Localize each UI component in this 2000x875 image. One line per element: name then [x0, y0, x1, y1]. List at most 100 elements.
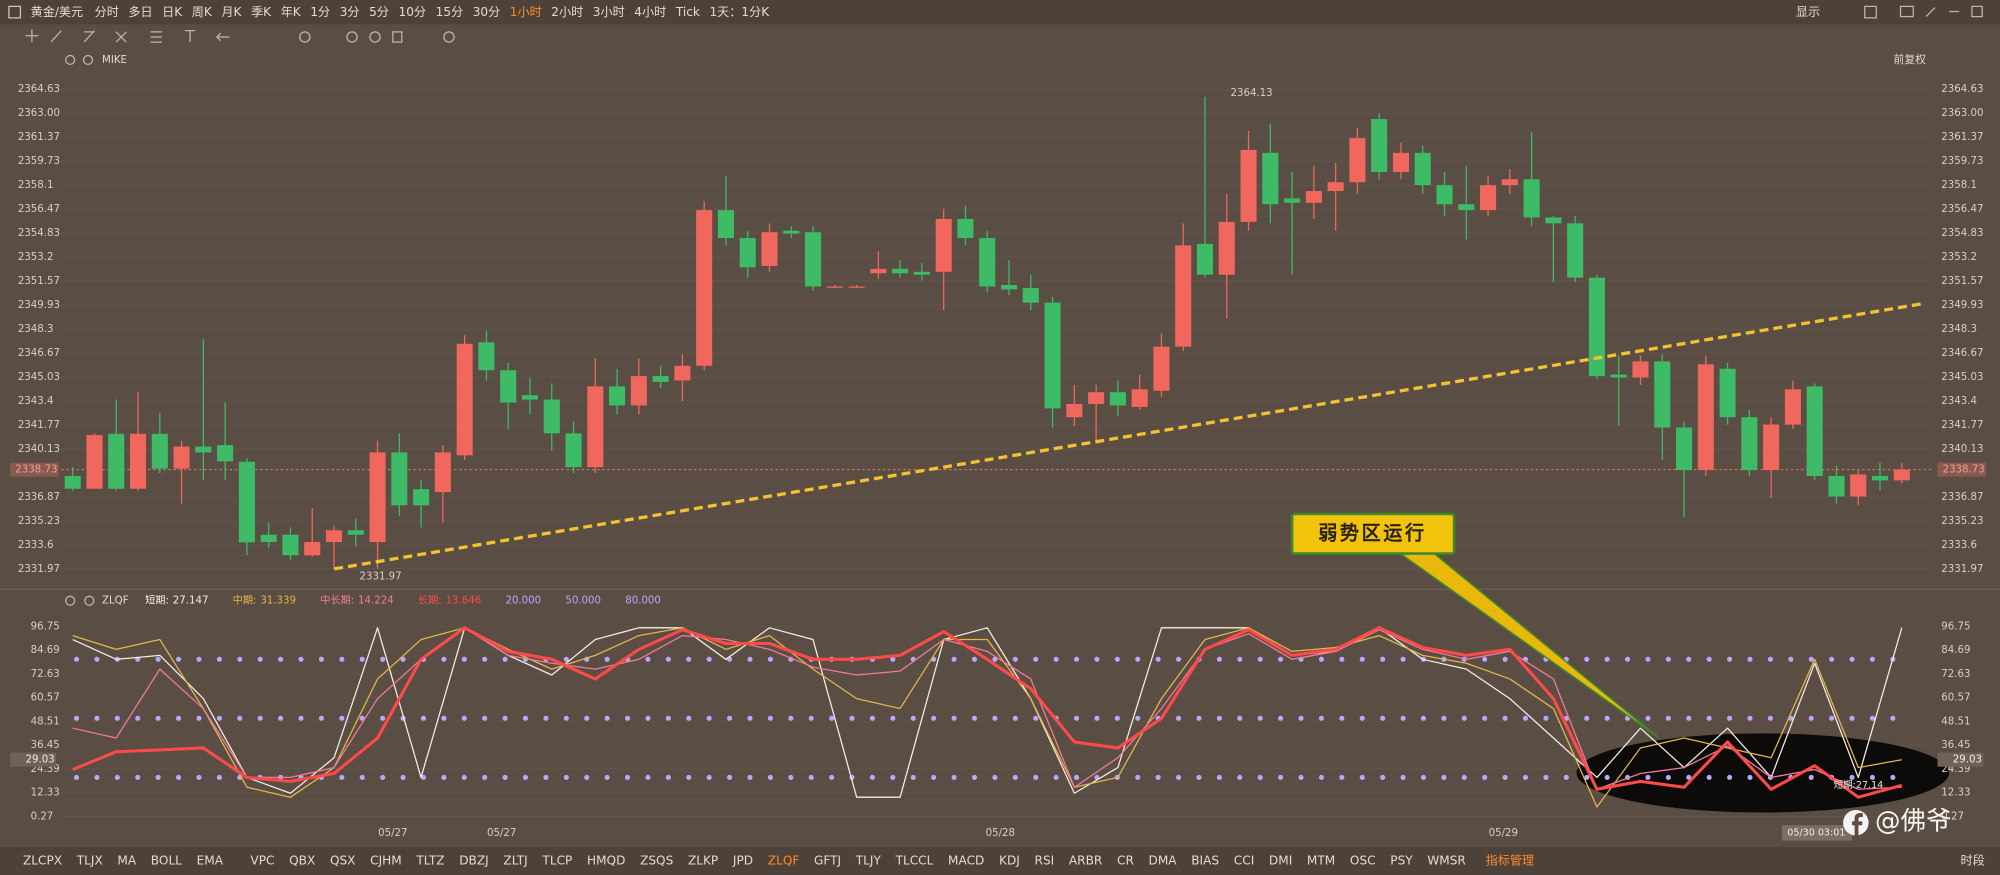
timeframe-tab[interactable]: 3分 [340, 5, 360, 19]
indicator-tab[interactable]: DMA [1149, 853, 1178, 867]
indicator-tab[interactable]: BIAS [1191, 853, 1219, 867]
ind-current-box [10, 752, 57, 767]
indicator-tab[interactable]: TLJY [855, 853, 882, 867]
indicator-tab[interactable]: GFTJ [814, 853, 841, 867]
indicator-tab[interactable]: JPD [732, 853, 753, 867]
magnet-icon[interactable] [299, 31, 311, 43]
display-menu[interactable]: 显示 [1796, 5, 1820, 19]
current-price-label: 2338.73 [15, 465, 57, 476]
indicator-tab[interactable]: OSC [1350, 853, 1376, 867]
candle-body [1305, 191, 1322, 203]
fib-tool-icon[interactable] [115, 31, 127, 43]
candle-body [282, 534, 299, 556]
indicator-tab[interactable]: ZSQS [640, 853, 674, 867]
candle-body [870, 268, 887, 274]
hide-icon[interactable] [369, 31, 381, 43]
panel-close-icon[interactable] [82, 54, 94, 66]
timeframe-tab[interactable]: 1小时 [510, 5, 542, 19]
session-button[interactable]: 时段 [1960, 852, 1984, 867]
channel-tool-icon[interactable] [150, 31, 162, 43]
menu-icon[interactable] [8, 5, 22, 19]
timeframe-tab[interactable]: 4小时 [634, 5, 666, 19]
indicator-tab[interactable]: MACD [948, 853, 984, 867]
camera-icon[interactable] [1899, 5, 1914, 18]
indicator-tab[interactable]: ARBR [1069, 853, 1103, 867]
indicator-tab[interactable]: HMQD [587, 853, 625, 867]
ind-close-icon[interactable] [84, 595, 95, 606]
callout-box [1290, 512, 1456, 555]
timeframe-tab[interactable]: 15分 [436, 5, 464, 19]
indicator-tab[interactable]: ZLKP [688, 853, 718, 867]
indicator-tab[interactable]: TLCCL [895, 853, 934, 867]
window-icons[interactable] [1925, 5, 1983, 18]
bottom-toolbar [0, 846, 2000, 875]
text-tool-icon[interactable] [184, 29, 196, 43]
timeframe-tab[interactable]: 月K [221, 5, 242, 19]
indicator-tab[interactable]: DBZJ [459, 853, 489, 867]
indicator-tab[interactable]: VPC [250, 853, 274, 867]
candle-body [1828, 475, 1845, 497]
price-tick-label: 2335.23 [18, 516, 60, 527]
indicator-tab[interactable]: CJHM [370, 853, 402, 867]
candle-body [64, 475, 81, 489]
adjust-label[interactable]: 前复权 [1894, 52, 1927, 66]
indicator-tab[interactable]: WMSR [1427, 853, 1466, 867]
indicator-tab[interactable]: KDJ [999, 853, 1020, 867]
timeframe-tab[interactable]: 5分 [369, 5, 389, 19]
indicator-tab[interactable]: MA [117, 853, 136, 867]
indicator-tab[interactable]: CCI [1234, 853, 1254, 867]
crosshair-icon[interactable] [25, 29, 39, 43]
panel-settings-icon[interactable] [65, 54, 76, 66]
timeframe-tab[interactable]: 10分 [399, 5, 427, 19]
candle-body [1893, 469, 1910, 481]
indicator-tab[interactable]: CR [1117, 853, 1134, 867]
indicator-manage[interactable]: 指标管理 [1486, 852, 1534, 867]
timeframe-tab[interactable]: 3小时 [593, 5, 625, 19]
ind-tick-label: 0.27 [1941, 811, 1964, 822]
price-tick-label: 2341.77 [1941, 420, 1983, 431]
indicator-tab[interactable]: PSY [1390, 853, 1413, 867]
ind-legend-name: 中期: [233, 594, 257, 607]
settings-icon[interactable] [443, 31, 455, 43]
timeframe-tab[interactable]: 多日 [128, 5, 152, 19]
timeframe-tab[interactable]: 日K [162, 5, 183, 19]
indicator-line [72, 627, 1903, 798]
lock-icon[interactable] [346, 31, 358, 43]
indicator-tab[interactable]: ZLQF [768, 853, 800, 867]
timeframe-tab[interactable]: 季K [251, 5, 272, 19]
cursor-label: 短期:27.14 [1834, 779, 1884, 791]
candle-body [1719, 368, 1736, 418]
indicator-tab[interactable]: QBX [289, 853, 315, 867]
ray-tool-icon[interactable] [83, 30, 95, 43]
candle-body [217, 445, 234, 462]
timeframe-tab[interactable]: 1分 [310, 5, 330, 19]
candle-body [1436, 185, 1453, 205]
indicator-tab[interactable]: TLCP [541, 853, 572, 867]
delete-icon[interactable] [392, 31, 403, 43]
timeframe-tab[interactable]: Tick [675, 5, 700, 19]
indicator-tab[interactable]: TLJX [76, 853, 103, 867]
timeframe-tab[interactable]: 2小时 [551, 5, 583, 19]
timeframe-tab[interactable]: 1天：1分K [709, 5, 770, 19]
indicator-tab[interactable]: MTM [1307, 853, 1335, 867]
timeframe-tab[interactable]: 周K [192, 5, 213, 19]
indicator-tab[interactable]: BOLL [151, 853, 182, 867]
indicator-tab[interactable]: ZLTJ [503, 853, 527, 867]
indicator-tab[interactable]: DMI [1269, 853, 1292, 867]
timeframe-tab[interactable]: 分时 [95, 5, 119, 19]
timeframe-tab[interactable]: 年K [281, 5, 302, 19]
indicator-tab[interactable]: EMA [197, 853, 224, 867]
arrow-tool-icon[interactable] [215, 32, 230, 42]
indicator-tab[interactable]: TLTZ [415, 853, 444, 867]
candle-body [1218, 221, 1235, 275]
timeframe-tab[interactable]: 30分 [473, 5, 501, 19]
line-tool-icon[interactable] [50, 30, 62, 43]
indicator-tab[interactable]: ZLCPX [23, 853, 62, 867]
ind-legend-value: 27.147 [173, 596, 209, 607]
indicator-tab[interactable]: QSX [330, 853, 356, 867]
timeframe-tab[interactable]: 黄金/美元 [31, 4, 84, 19]
ind-settings-icon[interactable] [65, 595, 76, 606]
indicator-tab[interactable]: RSI [1035, 853, 1055, 867]
layout-icon[interactable] [1864, 5, 1877, 19]
